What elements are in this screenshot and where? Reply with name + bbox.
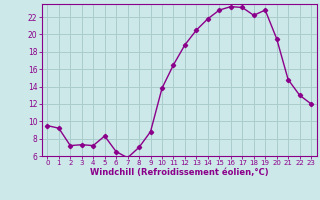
X-axis label: Windchill (Refroidissement éolien,°C): Windchill (Refroidissement éolien,°C) <box>90 168 268 177</box>
